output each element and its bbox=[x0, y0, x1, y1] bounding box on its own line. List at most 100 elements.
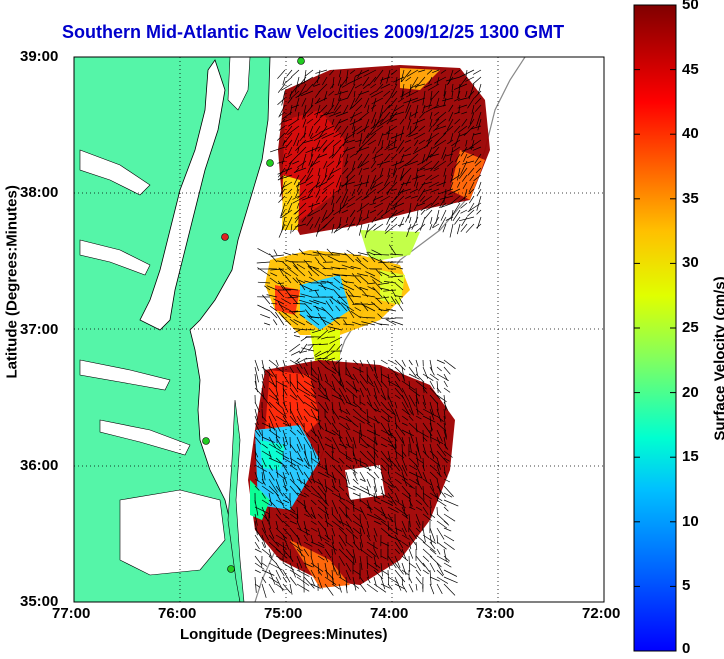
velocity-arrow bbox=[371, 97, 384, 105]
velocity-arrow bbox=[411, 216, 419, 230]
velocity-arrow bbox=[324, 478, 328, 492]
velocity-arrow bbox=[339, 76, 349, 88]
velocity-arrow bbox=[331, 252, 348, 256]
velocity-arrow bbox=[338, 401, 342, 413]
velocity-arrows bbox=[254, 69, 482, 598]
velocity-arrow bbox=[326, 104, 335, 116]
velocity-arrow bbox=[307, 209, 314, 217]
velocity-arrow bbox=[404, 104, 412, 119]
velocity-arrow bbox=[443, 527, 452, 532]
velocity-arrow bbox=[366, 401, 377, 412]
velocity-arrow bbox=[324, 167, 328, 178]
velocity-arrow bbox=[387, 485, 394, 494]
velocity-arrow bbox=[296, 464, 304, 476]
velocity-arrow bbox=[279, 118, 286, 126]
velocity-arrow bbox=[352, 548, 357, 563]
velocity-arrow bbox=[415, 569, 422, 577]
velocity-arrow bbox=[332, 273, 348, 277]
velocity-arrow bbox=[473, 69, 482, 75]
velocity-arrow bbox=[254, 569, 261, 574]
velocity-arrow bbox=[289, 541, 303, 552]
velocity-arrow bbox=[268, 471, 275, 481]
velocity-arrow bbox=[322, 146, 328, 153]
velocity-arrow bbox=[315, 69, 328, 74]
velocity-arrow bbox=[338, 450, 352, 460]
velocity-arrow bbox=[453, 160, 461, 168]
velocity-arrow bbox=[338, 366, 342, 383]
velocity-arrow bbox=[423, 104, 433, 108]
velocity-arrow bbox=[422, 555, 430, 562]
velocity-arrow bbox=[422, 506, 429, 515]
velocity-arrow bbox=[401, 555, 409, 562]
velocity-arrow bbox=[347, 289, 355, 298]
velocity-arrow bbox=[342, 167, 349, 175]
velocity-arrow bbox=[296, 160, 307, 168]
velocity-arrow bbox=[359, 387, 365, 398]
velocity-arrow bbox=[289, 401, 292, 414]
velocity-arrow bbox=[415, 457, 424, 464]
velocity-arrow bbox=[422, 443, 427, 455]
velocity-arrow bbox=[408, 422, 418, 432]
velocity-arrow bbox=[352, 583, 360, 589]
velocity-arrow bbox=[350, 266, 362, 270]
velocity-arrow bbox=[366, 499, 372, 514]
velocity-arrow bbox=[366, 387, 371, 397]
velocity-arrow bbox=[422, 387, 428, 394]
velocity-arrow bbox=[289, 380, 299, 393]
velocity-arrow bbox=[360, 276, 369, 284]
velocity-arrow bbox=[468, 181, 475, 193]
velocity-arrow bbox=[345, 485, 356, 491]
velocity-arrow bbox=[324, 499, 329, 507]
velocity-arrow bbox=[275, 520, 279, 529]
velocity-arrow bbox=[313, 118, 321, 126]
velocity-arrow bbox=[358, 111, 370, 121]
velocity-arrow bbox=[415, 499, 423, 505]
velocity-arrow bbox=[366, 380, 375, 388]
velocity-arrow bbox=[303, 387, 317, 398]
velocity-arrow bbox=[352, 450, 358, 465]
velocity-arrow bbox=[261, 422, 276, 430]
velocity-arrow bbox=[357, 160, 363, 169]
velocity-arrow bbox=[296, 415, 305, 428]
velocity-arrow bbox=[289, 408, 297, 423]
velocity-arrow bbox=[317, 464, 327, 471]
velocity-arrow bbox=[380, 555, 387, 560]
velocity-arrow bbox=[303, 576, 315, 589]
velocity-arrow bbox=[373, 527, 378, 537]
velocity-arrow bbox=[387, 415, 390, 422]
velocity-arrow bbox=[415, 513, 421, 526]
velocity-arrow bbox=[394, 534, 404, 549]
y-tick-label: 39:00 bbox=[20, 48, 59, 65]
velocity-arrow bbox=[429, 499, 432, 508]
velocity-arrow bbox=[352, 471, 358, 482]
velocity-arrow bbox=[268, 436, 276, 448]
velocity-arrow bbox=[285, 153, 293, 159]
velocity-arrow bbox=[296, 583, 310, 592]
velocity-arrow bbox=[439, 195, 454, 200]
velocity-arrow bbox=[324, 548, 332, 558]
velocity-arrow bbox=[352, 408, 362, 417]
velocity-arrow bbox=[338, 485, 345, 492]
velocity-arrow bbox=[415, 555, 425, 567]
velocity-arrow bbox=[345, 387, 358, 398]
velocity-arrow bbox=[387, 401, 396, 415]
velocity-arrow bbox=[297, 76, 307, 88]
velocity-arrow bbox=[275, 548, 288, 559]
velocity-arrow bbox=[373, 422, 377, 435]
velocity-arrow bbox=[254, 359, 260, 372]
velocity-arrow bbox=[275, 562, 285, 577]
velocity-arrow bbox=[324, 541, 338, 551]
velocity-arrow bbox=[459, 216, 475, 222]
velocity-arrow bbox=[293, 174, 300, 185]
velocity-arrow bbox=[379, 104, 384, 118]
colorbar-tick-label: 45 bbox=[682, 60, 699, 78]
velocity-arrow bbox=[310, 464, 314, 476]
x-tick-label: 74:00 bbox=[370, 605, 409, 622]
velocity-arrow bbox=[341, 188, 349, 204]
velocity-arrow bbox=[359, 380, 367, 391]
velocity-arrow bbox=[430, 216, 433, 224]
velocity-arrow bbox=[359, 373, 368, 385]
velocity-arrow bbox=[317, 167, 321, 176]
velocity-arrow bbox=[380, 569, 390, 576]
velocity-arrow bbox=[331, 195, 335, 205]
